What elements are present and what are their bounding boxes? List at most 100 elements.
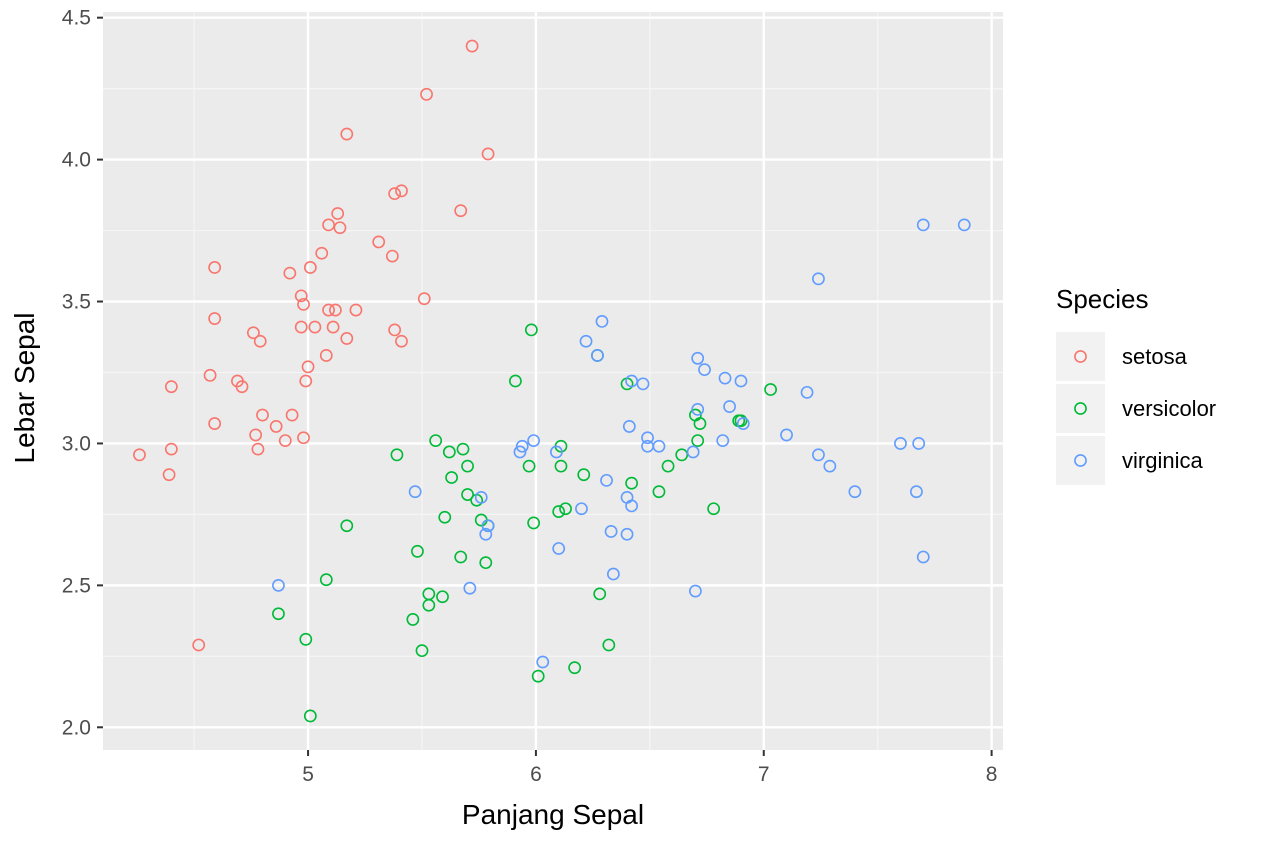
point-versicolor [524, 323, 538, 337]
point-virginica [734, 374, 748, 388]
x-tick-label: 7 [758, 763, 770, 786]
legend-label-versicolor: versicolor [1122, 396, 1216, 421]
point-setosa [465, 39, 479, 53]
point-virginica [912, 437, 926, 450]
point-virginica [575, 502, 588, 516]
point-setosa [162, 468, 176, 482]
point-setosa [301, 360, 315, 374]
point-setosa [285, 408, 299, 422]
point-setosa [278, 434, 292, 448]
x-tick-labels: 5 6 7 8 [302, 763, 997, 786]
point-virginica [736, 417, 750, 430]
point-virginica [812, 272, 825, 286]
point-virginica [481, 519, 495, 533]
point-versicolor [479, 556, 493, 570]
x-axis-title: Panjang Sepal [462, 799, 644, 830]
x-tick-label: 8 [986, 763, 998, 786]
point-setosa [340, 127, 354, 141]
point-versicolor [429, 434, 443, 448]
point-virginica [527, 434, 541, 448]
axis-ticks [97, 16, 993, 756]
point-virginica [652, 439, 666, 453]
point-versicolor [522, 459, 536, 473]
point-virginica [600, 473, 613, 487]
point-virginica [916, 218, 930, 232]
point-versicolor [531, 669, 545, 683]
point-versicolor [593, 587, 607, 601]
major-gridlines [103, 12, 1003, 750]
point-virginica [723, 400, 736, 413]
point-setosa [331, 207, 345, 220]
point-virginica [716, 434, 730, 448]
y-axis-title: Lebar Sepal [9, 312, 40, 463]
point-virginica [691, 351, 705, 365]
point-setosa [192, 638, 206, 652]
point-virginica [780, 428, 793, 442]
y-tick-label: 2.0 [62, 716, 91, 739]
point-versicolor [764, 383, 777, 396]
point-setosa [388, 323, 402, 337]
point-setosa [326, 320, 340, 334]
point-setosa [388, 187, 402, 201]
point-versicolor [445, 471, 459, 484]
point-setosa [417, 292, 431, 306]
point-virginica [718, 371, 732, 385]
point-virginica [812, 448, 825, 462]
point-virginica [800, 385, 814, 399]
point-virginica [636, 377, 650, 391]
point-versicolor [406, 613, 420, 626]
point-versicolor [691, 434, 705, 448]
point-versicolor [734, 414, 748, 428]
point-setosa [283, 266, 297, 280]
point-setosa [340, 332, 354, 345]
point-setosa [297, 431, 310, 445]
point-versicolor [675, 448, 689, 462]
point-setosa [395, 184, 408, 198]
point-versicolor [625, 476, 639, 490]
y-tick-label: 4.0 [62, 149, 91, 172]
point-virginica [910, 485, 923, 499]
point-versicolor [272, 607, 285, 621]
y-tick-labels: 2.0 2.5 3.0 3.5 4.0 4.5 [62, 7, 91, 740]
point-versicolor [461, 488, 474, 501]
point-setosa [208, 417, 222, 430]
point-setosa [235, 380, 249, 394]
point-virginica [479, 527, 493, 541]
legend-items: setosa versicolor virginica [1056, 332, 1216, 485]
point-virginica [474, 490, 488, 504]
point-virginica [689, 584, 702, 598]
point-setosa [208, 312, 222, 325]
legend-key-background [1056, 332, 1105, 381]
point-setosa [256, 408, 269, 422]
legend-key-background [1056, 384, 1105, 433]
point-versicolor [527, 516, 541, 530]
point-virginica [622, 420, 636, 433]
point-setosa [294, 289, 308, 303]
point-versicolor [456, 442, 470, 456]
point-versicolor [652, 485, 666, 499]
point-versicolor [319, 573, 333, 587]
point-virginica [823, 459, 837, 473]
point-versicolor [390, 448, 404, 462]
point-versicolor [454, 550, 468, 564]
point-setosa [395, 334, 408, 348]
point-setosa [333, 221, 347, 235]
point-virginica [579, 334, 593, 348]
point-setosa [164, 442, 178, 456]
point-setosa [253, 334, 267, 348]
y-tick-label: 3.5 [62, 291, 91, 314]
point-setosa [481, 147, 495, 161]
point-setosa [208, 261, 222, 274]
legend-label-setosa: setosa [1122, 344, 1188, 369]
point-setosa [372, 235, 386, 249]
y-tick-label: 4.5 [62, 7, 91, 30]
point-versicolor [303, 709, 317, 723]
x-tick-label: 6 [530, 763, 542, 786]
point-virginica [691, 402, 705, 416]
legend-key-virginica [1074, 454, 1087, 467]
point-setosa [420, 87, 433, 101]
point-setosa [297, 297, 310, 311]
point-virginica [536, 655, 550, 669]
point-setosa [322, 218, 335, 232]
